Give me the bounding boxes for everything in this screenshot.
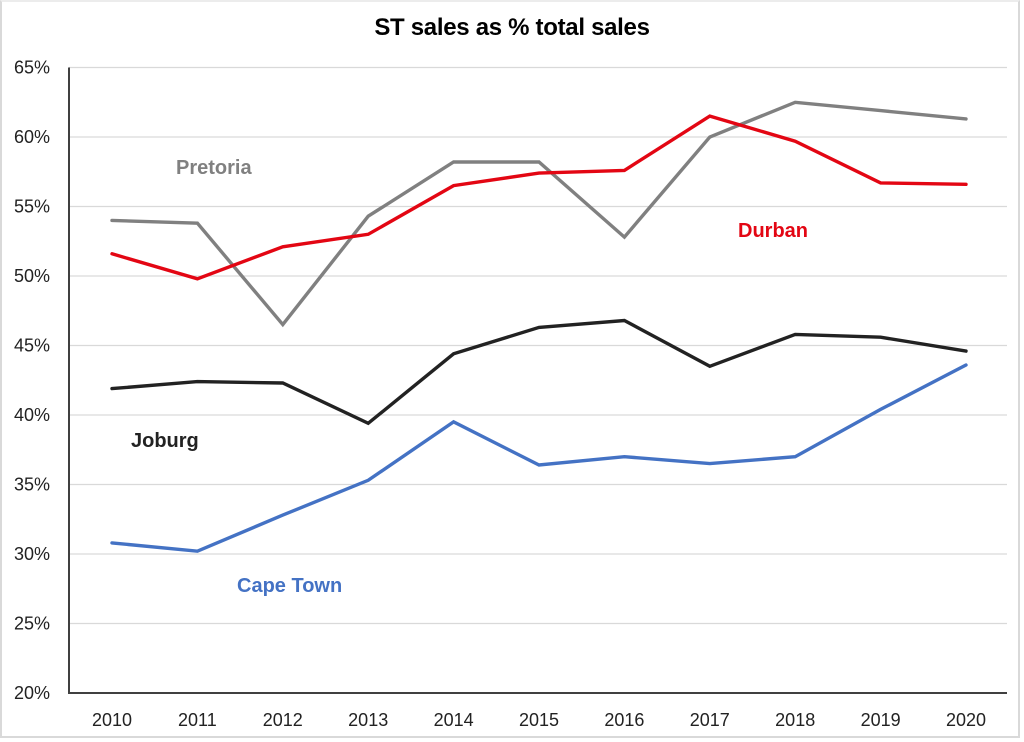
x-tick-label: 2015 [519,710,559,730]
x-tick-label: 2011 [178,710,217,730]
x-axis-ticks: 2010 2011 2012 2013 2014 2015 2016 2017 2018 2019… [92,710,986,730]
series-line-durban [110,114,968,281]
x-tick-label: 2016 [604,710,644,730]
x-tick-label: 2018 [775,710,815,730]
y-tick-label: 65% [14,58,50,78]
axes [68,67,1007,694]
y-axis-ticks: 20% 25% 30% 35% 40% 45% 50% 55% 60% 65% [14,58,50,704]
y-tick-label: 35% [14,475,50,495]
y-tick-label: 45% [14,336,50,356]
series-label-joburg: Joburg [131,430,199,452]
x-tick-label: 2012 [263,710,303,730]
series-line-cape-town [110,363,968,553]
x-tick-label: 2017 [690,710,730,730]
x-tick-label: 2010 [92,710,132,730]
y-tick-label: 20% [14,683,50,703]
x-tick-label: 2014 [434,710,474,730]
series-label-durban: Durban [738,220,808,242]
gridlines [69,66,1007,625]
x-tick-label: 2019 [861,710,901,730]
series-label-pretoria: Pretoria [176,157,252,179]
series-label-cape-town: Cape Town [237,575,342,597]
chart-title: ST sales as % total sales [374,14,650,41]
y-tick-label: 40% [14,405,50,425]
y-tick-label: 30% [14,544,50,564]
y-tick-label: 55% [14,197,50,217]
y-tick-label: 50% [14,266,50,286]
y-tick-label: 60% [14,127,50,147]
series-line-joburg [110,318,968,426]
x-tick-label: 2013 [348,710,388,730]
x-tick-label: 2020 [946,710,986,730]
y-tick-label: 25% [14,614,50,634]
series-lines [110,100,968,553]
series-line-pretoria [110,100,968,328]
series-labels: Pretoria Durban Joburg Cape Town [131,157,808,597]
